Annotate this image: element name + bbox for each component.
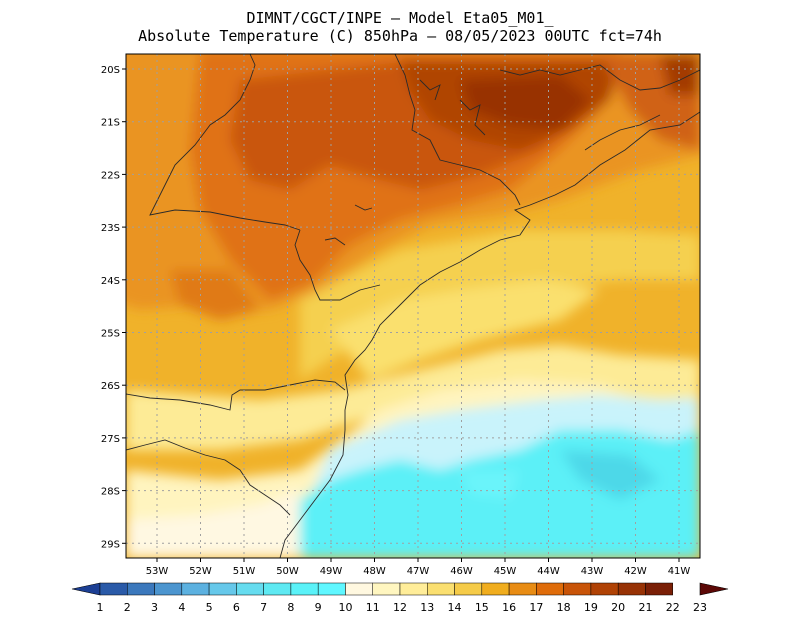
colorbar-segment (290, 582, 319, 596)
colorbar-segment (427, 582, 455, 596)
colorbar-label: 16 (502, 601, 516, 614)
lat-label: 29S (101, 539, 120, 550)
colorbar-label: 21 (638, 601, 652, 614)
colorbar-segment (317, 582, 346, 596)
colorbar-label: 18 (557, 601, 571, 614)
lon-label: 42W (624, 566, 647, 577)
temperature-field (126, 54, 700, 558)
lon-label: 43W (581, 566, 604, 577)
colorbar-label: 8 (287, 601, 294, 614)
colorbar-arrow-low (71, 582, 101, 596)
map-frame (125, 53, 701, 559)
colorbar-label: 14 (448, 601, 462, 614)
colorbar-segment (345, 582, 373, 596)
colorbar-label: 7 (260, 601, 267, 614)
lat-label: 20S (101, 65, 120, 76)
graticule (126, 54, 700, 558)
colorbar-segment (617, 582, 646, 596)
colorbar-segment (208, 582, 237, 596)
coastline-borders (126, 54, 700, 558)
lon-label: 47W (407, 566, 430, 577)
colorbar-segment (536, 582, 564, 596)
colorbar-label: 5 (206, 601, 213, 614)
lat-label: 23S (101, 223, 120, 234)
lon-label: 52W (189, 566, 212, 577)
lon-label: 46W (450, 566, 473, 577)
colorbar-label: 10 (338, 601, 352, 614)
colorbar-label: 19 (584, 601, 598, 614)
colorbar-segment (454, 582, 483, 596)
colorbar-label: 3 (151, 601, 158, 614)
lat-label: 28S (101, 487, 120, 498)
lat-label: 27S (101, 434, 120, 445)
lon-label: 50W (276, 566, 299, 577)
colorbar-label: 2 (124, 601, 131, 614)
lon-label: 53W (146, 566, 169, 577)
lon-label: 41W (668, 566, 691, 577)
lon-label: 51W (233, 566, 256, 577)
colorbar-segment (236, 582, 264, 596)
colorbar-label: 13 (420, 601, 434, 614)
lat-label: 25S (101, 329, 120, 340)
colorbar-label: 6 (233, 601, 240, 614)
colorbar-segment (399, 582, 428, 596)
lon-label: 48W (363, 566, 386, 577)
colorbar-segment (645, 582, 673, 596)
colorbar-segment (181, 582, 210, 596)
colorbar-label: 15 (475, 601, 489, 614)
colorbar-segment (563, 582, 592, 596)
colorbar-arrow-high (699, 582, 729, 596)
colorbar-label: 22 (666, 601, 680, 614)
colorbar-label: 12 (393, 601, 407, 614)
colorbar: 1 2 3 4 5 6 7 8 9 10 11 12 13 14 15 16 17 18 19 20 21 22 23 (71, 582, 729, 614)
chart-title-line2: Absolute Temperature (C) 850hPa – 08/05/… (138, 27, 662, 45)
lat-label: 21S (101, 118, 120, 129)
lat-label: 24S (101, 276, 120, 287)
colorbar-label: 17 (529, 601, 543, 614)
colorbar-segment (99, 582, 128, 596)
colorbar-segment (508, 582, 537, 596)
colorbar-segment (127, 582, 155, 596)
colorbar-segment (263, 582, 292, 596)
colorbar-label: 20 (611, 601, 625, 614)
colorbar-segment (590, 582, 619, 596)
colorbar-segment (154, 582, 183, 596)
lat-label: 22S (101, 170, 120, 181)
lat-label: 26S (101, 381, 120, 392)
colorbar-segment (481, 582, 510, 596)
chart-title-line1: DIMNT/CGCT/INPE – Model Eta05_M01_ (246, 9, 554, 27)
lon-label: 45W (494, 566, 517, 577)
colorbar-label: 23 (693, 601, 707, 614)
colorbar-label: 4 (178, 601, 185, 614)
lon-label: 49W (320, 566, 343, 577)
lon-label: 44W (537, 566, 560, 577)
colorbar-segment (372, 582, 401, 596)
colorbar-label: 11 (366, 601, 380, 614)
colorbar-label: 1 (97, 601, 104, 614)
colorbar-label: 9 (315, 601, 322, 614)
map-axes: 20S 21S 22S 23S 24S 25S 26S 27S 28S 29S 53W 52W 51W 5… (101, 65, 690, 577)
